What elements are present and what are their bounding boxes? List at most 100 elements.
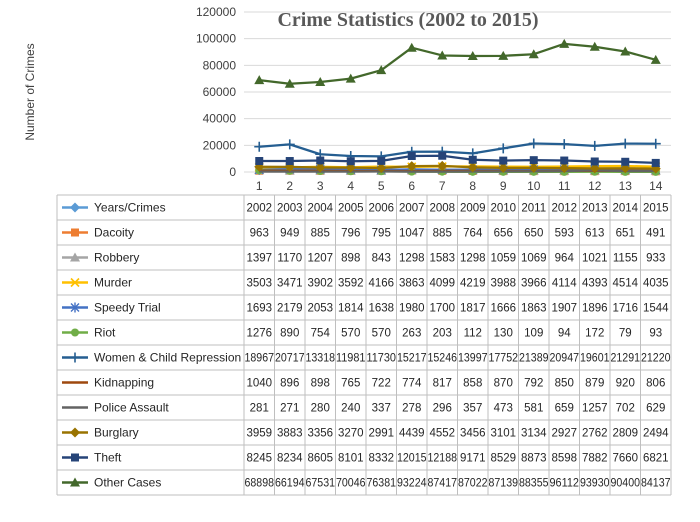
year-cell: 2006 bbox=[368, 203, 394, 215]
table-header-row: Years/Crimes 2002 2003 2004 2005 2006 2007 2008… bbox=[62, 201, 669, 215]
year-cell: 2009 bbox=[460, 203, 486, 215]
data-point-women-child-repression bbox=[559, 139, 570, 150]
value-cell: 15246 bbox=[428, 353, 458, 365]
data-point-theft bbox=[499, 156, 508, 165]
row-label-police-assault: Police Assault bbox=[94, 401, 169, 415]
data-point-burglary bbox=[376, 163, 387, 174]
value-cell: 2179 bbox=[277, 303, 303, 315]
x-tick-label: 11 bbox=[558, 179, 571, 193]
value-cell: 651 bbox=[616, 228, 635, 240]
data-point-women-child-repression bbox=[650, 138, 661, 149]
value-cell: 659 bbox=[555, 403, 574, 415]
series-other-cases bbox=[254, 38, 661, 88]
data-point-burglary bbox=[437, 160, 448, 171]
x-tick-label: 4 bbox=[347, 179, 354, 193]
value-cell: 19601 bbox=[580, 353, 610, 365]
value-cell: 3471 bbox=[277, 278, 303, 290]
data-point-other-cases bbox=[589, 41, 600, 51]
data-point-other-cases bbox=[528, 49, 539, 59]
value-cell: 271 bbox=[280, 403, 299, 415]
x-tick-label: 2 bbox=[286, 179, 293, 193]
data-point-theft bbox=[407, 151, 416, 160]
value-cell: 7660 bbox=[612, 453, 638, 465]
table-row-kidnapping: Kidnapping 1040 896 898 765 722 774 817 858 870 79… bbox=[62, 376, 665, 390]
value-cell: 795 bbox=[372, 228, 391, 240]
table-row-robbery: Robbery 1397 1170 1207 898 843 1298 1583 1298 105… bbox=[62, 251, 665, 265]
row-label-women-child-repression: Women & Child Repression bbox=[94, 351, 241, 365]
x-tick-label: 10 bbox=[527, 179, 541, 193]
value-cell: 2991 bbox=[368, 428, 394, 440]
year-cell: 2007 bbox=[399, 203, 425, 215]
table-row-theft: Theft 8245 8234 8605 8101 8332 12015 12188 9171 8… bbox=[62, 451, 669, 465]
value-cell: 87139 bbox=[489, 478, 519, 490]
value-cell: 6821 bbox=[643, 453, 669, 465]
value-cell: 4166 bbox=[368, 278, 394, 290]
value-cell: 570 bbox=[341, 328, 360, 340]
value-cell: 278 bbox=[402, 403, 421, 415]
value-cell: 11981 bbox=[336, 353, 366, 365]
value-cell: 754 bbox=[311, 328, 331, 340]
value-cell: 17752 bbox=[489, 353, 519, 365]
value-cell: 263 bbox=[402, 328, 421, 340]
data-point-theft bbox=[621, 157, 630, 166]
value-cell: 792 bbox=[524, 378, 543, 390]
value-cell: 8245 bbox=[246, 453, 272, 465]
row-label-burglary: Burglary bbox=[94, 426, 139, 440]
value-cell: 3988 bbox=[490, 278, 516, 290]
value-cell: 817 bbox=[433, 378, 452, 390]
series-lines bbox=[254, 38, 661, 176]
year-cell: 2008 bbox=[429, 203, 455, 215]
data-point-theft bbox=[529, 156, 538, 165]
value-cell: 240 bbox=[341, 403, 360, 415]
value-cell: 3456 bbox=[460, 428, 486, 440]
value-cell: 21389 bbox=[519, 353, 549, 365]
data-point-theft bbox=[316, 156, 325, 165]
data-point-burglary bbox=[528, 162, 539, 173]
value-cell: 764 bbox=[463, 228, 483, 240]
value-cell: 491 bbox=[646, 228, 665, 240]
data-point-other-cases bbox=[559, 38, 570, 48]
value-cell: 1693 bbox=[246, 303, 272, 315]
value-cell: 8605 bbox=[307, 453, 333, 465]
value-cell: 629 bbox=[646, 403, 665, 415]
value-cell: 1047 bbox=[399, 228, 425, 240]
data-point-other-cases bbox=[315, 76, 326, 86]
data-point-other-cases bbox=[650, 54, 661, 64]
data-point-theft bbox=[346, 157, 355, 166]
value-cell: 1069 bbox=[521, 253, 547, 265]
data-point-theft bbox=[377, 156, 386, 165]
value-cell: 4393 bbox=[582, 278, 608, 290]
data-point-burglary bbox=[315, 162, 326, 173]
value-cell: 79 bbox=[619, 328, 632, 340]
x-tick-label: 1 bbox=[256, 179, 263, 193]
value-cell: 4552 bbox=[429, 428, 455, 440]
value-cell: 3101 bbox=[490, 428, 516, 440]
value-cell: 1397 bbox=[246, 253, 272, 265]
value-cell: 581 bbox=[524, 403, 543, 415]
year-cell: 2010 bbox=[490, 203, 516, 215]
value-cell: 67531 bbox=[306, 478, 336, 490]
header-label: Years/Crimes bbox=[94, 201, 166, 215]
value-cell: 18967 bbox=[245, 353, 275, 365]
y-tick-label: 60000 bbox=[203, 85, 237, 99]
value-cell: 1040 bbox=[246, 378, 272, 390]
value-cell: 1170 bbox=[277, 253, 302, 265]
y-tick-label: 100000 bbox=[196, 32, 236, 46]
x-tick-label: 6 bbox=[408, 179, 415, 193]
value-cell: 774 bbox=[402, 378, 422, 390]
data-point-theft bbox=[651, 158, 660, 167]
value-cell: 70046 bbox=[336, 478, 366, 490]
data-point-women-child-repression bbox=[284, 139, 295, 150]
value-cell: 8234 bbox=[277, 453, 303, 465]
x-tick-label: 9 bbox=[500, 179, 507, 193]
series-line-burglary bbox=[259, 164, 656, 170]
year-cell: 2013 bbox=[582, 203, 608, 215]
value-cell: 898 bbox=[341, 253, 360, 265]
data-point-women-child-repression bbox=[254, 141, 265, 152]
value-cell: 4035 bbox=[643, 278, 669, 290]
value-cell: 1207 bbox=[307, 253, 333, 265]
series-line-police-assault bbox=[259, 169, 656, 173]
x-tick-label: 13 bbox=[619, 179, 633, 193]
legend-key-burglary-marker bbox=[70, 427, 80, 438]
year-cell: 2003 bbox=[277, 203, 303, 215]
